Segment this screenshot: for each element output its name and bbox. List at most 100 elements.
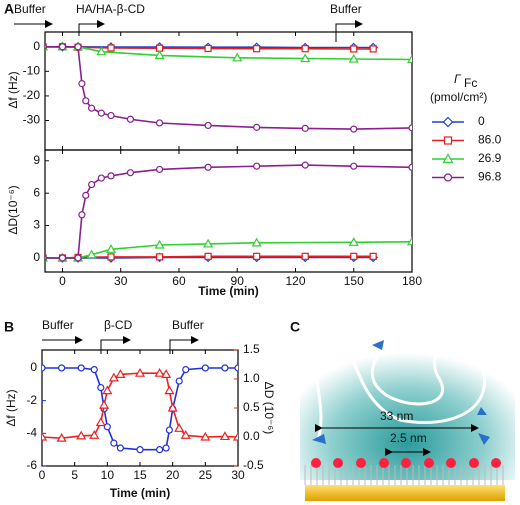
- marker: [182, 366, 190, 374]
- y-tick-label: 6: [33, 185, 40, 199]
- marker: [203, 238, 214, 248]
- x-tick-label: 5: [71, 468, 78, 482]
- x-tick-label: 30: [114, 274, 128, 288]
- ferrocene-dots: [311, 458, 501, 468]
- x-tick-label: 25: [199, 468, 213, 482]
- marker: [204, 44, 212, 53]
- marker: [204, 252, 212, 260]
- diagram: 33 nm 2.5 nm: [300, 298, 515, 501]
- marker: [57, 364, 66, 372]
- marker: [76, 430, 87, 440]
- cyclodextrin: [312, 340, 490, 445]
- marker: [232, 52, 243, 62]
- marker: [300, 53, 311, 63]
- x-tick-label: 15: [133, 468, 147, 482]
- marker: [161, 369, 172, 378]
- marker: [253, 123, 261, 131]
- legend-label: 86.0: [478, 133, 502, 147]
- marker: [78, 211, 86, 219]
- x-tick-label: 20: [166, 468, 180, 482]
- marker: [301, 124, 309, 132]
- marker: [42, 431, 48, 441]
- y-tick-label: -20: [23, 88, 41, 102]
- legend-title-sub: Fc: [464, 76, 477, 90]
- marker: [107, 44, 115, 52]
- marker: [42, 364, 46, 372]
- legend-unit: (pmol/cm²): [430, 90, 487, 104]
- marker: [89, 430, 100, 439]
- y2-tick-label: 0.0: [243, 429, 260, 443]
- y-tick-label: 3: [33, 218, 40, 232]
- y-tick-label: -10: [23, 64, 41, 78]
- x-tick-label: 10: [101, 468, 115, 482]
- marker: [115, 369, 126, 378]
- x-tick-label: 150: [344, 274, 364, 288]
- gold-substrate: [305, 485, 505, 501]
- annotation: HA/HA-β-CD: [76, 2, 145, 16]
- marker: [204, 163, 212, 171]
- marker: [204, 121, 212, 130]
- marker: [350, 252, 358, 260]
- marker: [253, 162, 261, 170]
- marker: [77, 364, 85, 372]
- marker: [155, 253, 164, 261]
- marker: [154, 367, 165, 377]
- x-tick-label: 180: [402, 274, 422, 288]
- marker: [110, 439, 118, 447]
- x-tick-label: 30: [231, 468, 245, 482]
- y-axis-label: Δf (Hz): [4, 389, 18, 426]
- marker: [126, 169, 135, 177]
- y-tick-label: -2: [26, 393, 37, 407]
- marker: [253, 252, 261, 260]
- marker: [162, 444, 170, 452]
- marker: [156, 446, 164, 454]
- marker: [134, 367, 146, 377]
- marker: [180, 430, 191, 439]
- marker: [97, 174, 105, 182]
- x-axis-label: Time (min): [110, 486, 170, 500]
- y-axis-label: Δf (Hz): [6, 71, 20, 108]
- marker: [107, 172, 115, 180]
- arrow: [100, 336, 131, 354]
- marker: [58, 43, 67, 51]
- annotation: Buffer: [330, 2, 362, 16]
- marker: [164, 385, 175, 395]
- y-tick-label: 0: [33, 250, 40, 264]
- annotation: Buffer: [172, 318, 204, 332]
- marker: [301, 252, 309, 260]
- x-tick-label: 0: [59, 274, 66, 288]
- marker: [154, 50, 165, 59]
- panel-label: A: [4, 1, 14, 17]
- legend-label: 96.8: [478, 170, 502, 184]
- marker: [88, 180, 96, 189]
- y2-axis-label: ΔD (10⁻⁶): [262, 382, 276, 435]
- marker: [155, 119, 164, 127]
- marker: [97, 109, 105, 117]
- marker: [90, 366, 98, 374]
- dimension-label: 33 nm: [380, 409, 413, 423]
- marker: [86, 249, 97, 259]
- arrow: [335, 20, 363, 42]
- legend-marker: [442, 153, 454, 164]
- surface-chains: [304, 465, 504, 485]
- marker: [56, 432, 67, 442]
- panel-label: B: [4, 319, 14, 335]
- y-axis-label: ΔD(10⁻⁶): [6, 185, 20, 234]
- y-tick-label: -6: [26, 458, 37, 472]
- x-tick-label: 60: [172, 274, 186, 288]
- marker: [116, 444, 125, 452]
- arrow: [78, 20, 105, 36]
- marker: [219, 431, 230, 441]
- y2-tick-label: 1.0: [243, 371, 260, 385]
- marker: [126, 115, 135, 123]
- marker: [45, 254, 47, 261]
- marker: [45, 43, 47, 50]
- marker: [348, 237, 359, 246]
- arrow: [169, 336, 199, 354]
- marker: [369, 252, 377, 260]
- annotation: β-CD: [104, 318, 133, 332]
- marker: [350, 125, 358, 133]
- marker: [406, 54, 412, 64]
- y-tick-label: 0: [30, 360, 37, 374]
